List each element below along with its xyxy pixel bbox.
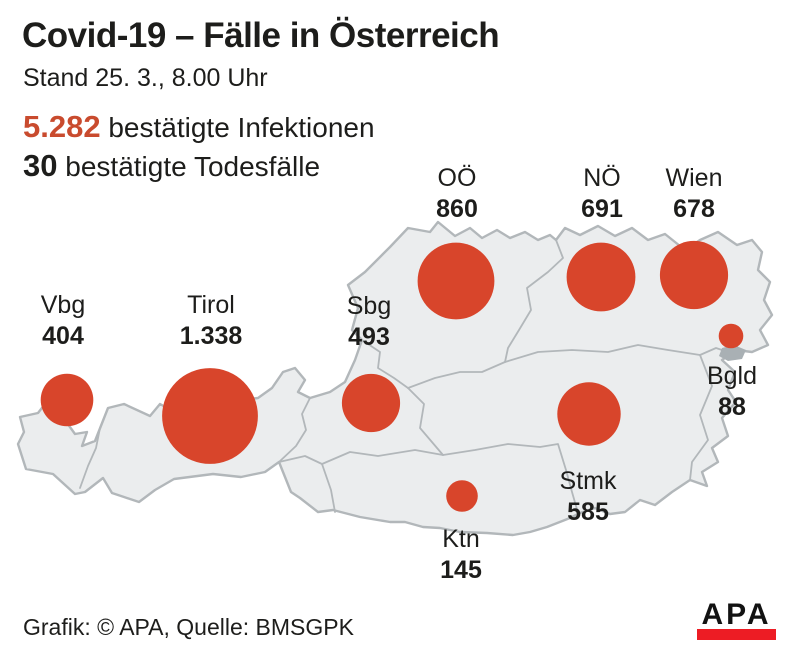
- bubble-Tirol: [162, 368, 258, 464]
- province-name: Vbg: [40, 291, 86, 319]
- province-name: Sbg: [346, 292, 392, 320]
- province-label-Sbg: Sbg 493: [347, 291, 391, 353]
- date-subtitle: Stand 25. 3., 8.00 Uhr: [23, 64, 268, 92]
- province-value: 691: [581, 195, 623, 223]
- credit-line: Grafik: © APA, Quelle: BMSGPK: [23, 614, 354, 640]
- border-sbg-ooe: [361, 339, 409, 389]
- infections-count: 5.282: [23, 109, 101, 144]
- border-osttirol-ktn: [321, 463, 336, 513]
- province-value: 404: [42, 322, 84, 350]
- border-sbg-ktn: [321, 449, 444, 465]
- province-name: Stmk: [559, 467, 617, 495]
- bubble-Vbg: [40, 373, 94, 427]
- province-label-Ktn: Ktn 145: [440, 524, 482, 586]
- province-label-OÖ: OÖ 860: [436, 163, 478, 225]
- province-label-Vbg: Vbg 404: [41, 290, 85, 352]
- bubble-layer: [40, 240, 744, 512]
- apa-logo-red-bar: [697, 629, 776, 640]
- province-label-Stmk: Stmk 585: [560, 466, 617, 528]
- province-name: OÖ: [437, 164, 477, 192]
- summary-stats: 5.282 bestätigte Infektionen 30 bestätig…: [23, 108, 375, 186]
- province-value: 88: [718, 393, 746, 421]
- page-title: Covid-19 – Fälle in Österreich: [22, 16, 500, 55]
- province-name: Tirol: [187, 291, 235, 319]
- bubble-Stmk: [557, 382, 621, 446]
- border-osttirol-sbg: [278, 455, 323, 465]
- province-name: Ktn: [442, 525, 480, 553]
- province-label-Bgld: Bgld 88: [707, 361, 757, 423]
- province-value: 1.338: [179, 322, 243, 350]
- province-value: 493: [348, 323, 390, 351]
- apa-logo-text: APA: [701, 598, 772, 631]
- border-stmk-bgld: [689, 354, 713, 481]
- bubble-Wien: [659, 240, 729, 310]
- deaths-label: bestätigte Todesfälle: [65, 151, 321, 182]
- bubble-Ktn: [446, 480, 478, 512]
- bubble-Sbg: [341, 373, 401, 433]
- bubble-Bgld: [718, 323, 744, 349]
- border-noe-stmk: [504, 344, 701, 363]
- province-name: Wien: [665, 164, 723, 192]
- border-tirol-sbg: [278, 397, 311, 463]
- infections-label: bestätigte Infektionen: [108, 112, 375, 143]
- border-sbg-stmk: [407, 387, 444, 456]
- province-label-Wien: Wien 678: [666, 163, 723, 225]
- province-value: 585: [567, 498, 609, 526]
- province-name: NÖ: [583, 164, 621, 192]
- bubble-OÖ: [417, 242, 495, 320]
- lake-neusiedl: [719, 345, 746, 361]
- border-ktn-stmk: [442, 443, 579, 514]
- border-vbg-tirol: [79, 407, 109, 489]
- bubble-NÖ: [566, 242, 636, 312]
- province-value: 678: [673, 195, 715, 223]
- infections-line: 5.282 bestätigte Infektionen: [23, 108, 375, 147]
- province-label-Tirol: Tirol 1.338: [180, 290, 243, 352]
- province-name: Bgld: [706, 362, 758, 390]
- deaths-line: 30 bestätigte Todesfälle: [23, 147, 375, 186]
- deaths-count: 30: [23, 148, 58, 183]
- border-ooe-noe: [504, 239, 564, 363]
- province-value: 860: [436, 195, 478, 223]
- border-ooe-stmk: [407, 361, 506, 389]
- province-value: 145: [440, 556, 482, 584]
- province-label-NÖ: NÖ 691: [581, 163, 623, 225]
- apa-logo: APA: [697, 598, 776, 640]
